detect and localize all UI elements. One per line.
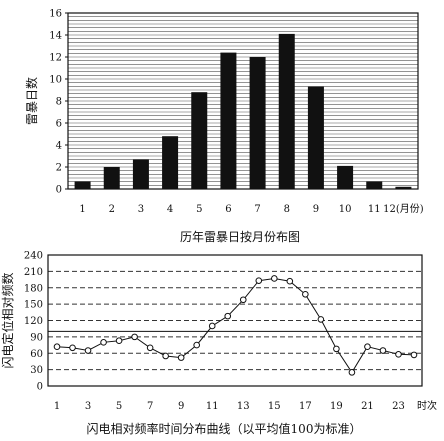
x-tick-label: 7	[254, 204, 260, 215]
x-tick-label: 2	[109, 204, 115, 215]
data-point	[379, 347, 387, 354]
x-tick-label: 19	[330, 401, 343, 412]
data-point	[302, 291, 309, 298]
x-tick-label: 4	[167, 204, 173, 215]
x-tick-label: 17	[299, 401, 312, 412]
bar	[278, 33, 295, 190]
bar	[249, 57, 266, 189]
line-chart-frame	[47, 254, 423, 387]
data-point	[255, 277, 263, 284]
y-tick-label: 210	[24, 267, 43, 278]
y-tick-label: 30	[30, 365, 43, 376]
data-point	[271, 275, 278, 282]
bar	[395, 186, 412, 189]
bar	[366, 181, 383, 189]
data-point	[239, 296, 247, 304]
data-point	[115, 337, 123, 344]
data-point	[162, 352, 169, 360]
line-chart-y-ticks: 0 30 60 90 120 150 180 210 240	[24, 251, 43, 393]
y-tick-label: 12	[49, 53, 62, 64]
y-tick-label: 0	[37, 382, 43, 393]
y-tick-label: 60	[30, 349, 43, 360]
x-tick-label: 10	[339, 204, 352, 215]
y-tick-label: 4	[56, 141, 62, 152]
bar	[162, 136, 179, 189]
x-tick-label: 12(月份)	[383, 203, 424, 215]
y-tick-label: 16	[49, 9, 62, 20]
series-line	[56, 277, 415, 374]
y-tick-label: 180	[24, 283, 43, 294]
bar	[74, 181, 91, 189]
x-tick-label: 3	[85, 401, 91, 412]
x-tick-label: 15	[268, 401, 281, 412]
x-tick-label: 8	[284, 204, 290, 215]
x-tick-label: 6	[225, 204, 231, 215]
bar-chart-grid	[68, 16, 418, 186]
y-tick-label: 240	[24, 251, 43, 262]
x-tick-label: 5	[196, 204, 202, 215]
y-tick-label: 150	[24, 300, 43, 311]
data-point	[177, 354, 185, 361]
data-point	[193, 341, 200, 349]
x-tick-label: 9	[313, 204, 319, 215]
x-tick-label: 9	[178, 401, 184, 412]
data-point	[53, 343, 61, 351]
y-tick-label: 8	[56, 97, 62, 108]
x-tick-label: 11	[368, 204, 381, 215]
bar	[220, 52, 237, 189]
data-point	[100, 339, 107, 346]
bar-chart-y-ticks: 0 2 4 6 8 10 12 14 16	[49, 9, 68, 196]
line-chart-grid	[48, 270, 422, 371]
y-tick-label: 2	[56, 163, 62, 174]
y-tick-label: 14	[49, 31, 62, 42]
x-tick-label: 1	[54, 401, 60, 412]
bar-chart-bars	[74, 33, 412, 190]
line-chart-y-label: 闪电定位相对频数	[0, 272, 15, 368]
line-chart-x-ticks: 1 3 5 7 9 11 13 15 17 19 21 23	[54, 401, 405, 412]
bar	[191, 92, 208, 189]
bar-chart-y-label: 雷暴日数	[24, 77, 39, 125]
x-tick-label: 3	[138, 204, 144, 215]
bar	[337, 165, 354, 189]
bar	[307, 86, 324, 189]
x-tick-label: 11	[206, 401, 219, 412]
x-tick-label: 13	[237, 401, 250, 412]
data-point	[84, 347, 92, 354]
line-chart-series	[53, 275, 418, 376]
data-point	[146, 344, 154, 352]
line-chart-x-unit: 时次	[417, 399, 437, 412]
data-point	[410, 351, 418, 359]
data-point	[69, 344, 76, 352]
data-point	[364, 343, 371, 351]
data-point	[317, 316, 325, 323]
bar-chart-caption: 历年雷暴日按月份布图	[180, 230, 300, 244]
bar	[103, 167, 120, 189]
bar-chart-x-ticks: 1 2 3 4 5 6 7 8 9 10 11 12(月份)	[79, 203, 423, 215]
bar	[132, 159, 149, 189]
data-point	[131, 333, 138, 341]
x-tick-label: 7	[147, 401, 153, 412]
line-chart-caption: 闪电相对频率时间分布曲线（以平均值100为标准）	[87, 421, 362, 436]
y-tick-label: 120	[24, 316, 43, 327]
x-tick-label: 21	[361, 401, 374, 412]
data-point	[224, 312, 232, 320]
y-tick-label: 0	[56, 185, 62, 196]
x-tick-label: 1	[79, 204, 85, 215]
y-tick-label: 90	[30, 332, 43, 343]
data-point	[333, 345, 340, 353]
data-point	[395, 351, 402, 358]
data-point	[348, 369, 356, 376]
data-point	[208, 322, 216, 330]
data-point	[286, 277, 294, 285]
y-tick-label: 6	[56, 119, 62, 130]
x-tick-label: 23	[392, 401, 405, 412]
x-tick-label: 5	[116, 401, 122, 412]
y-tick-label: 10	[49, 75, 62, 86]
